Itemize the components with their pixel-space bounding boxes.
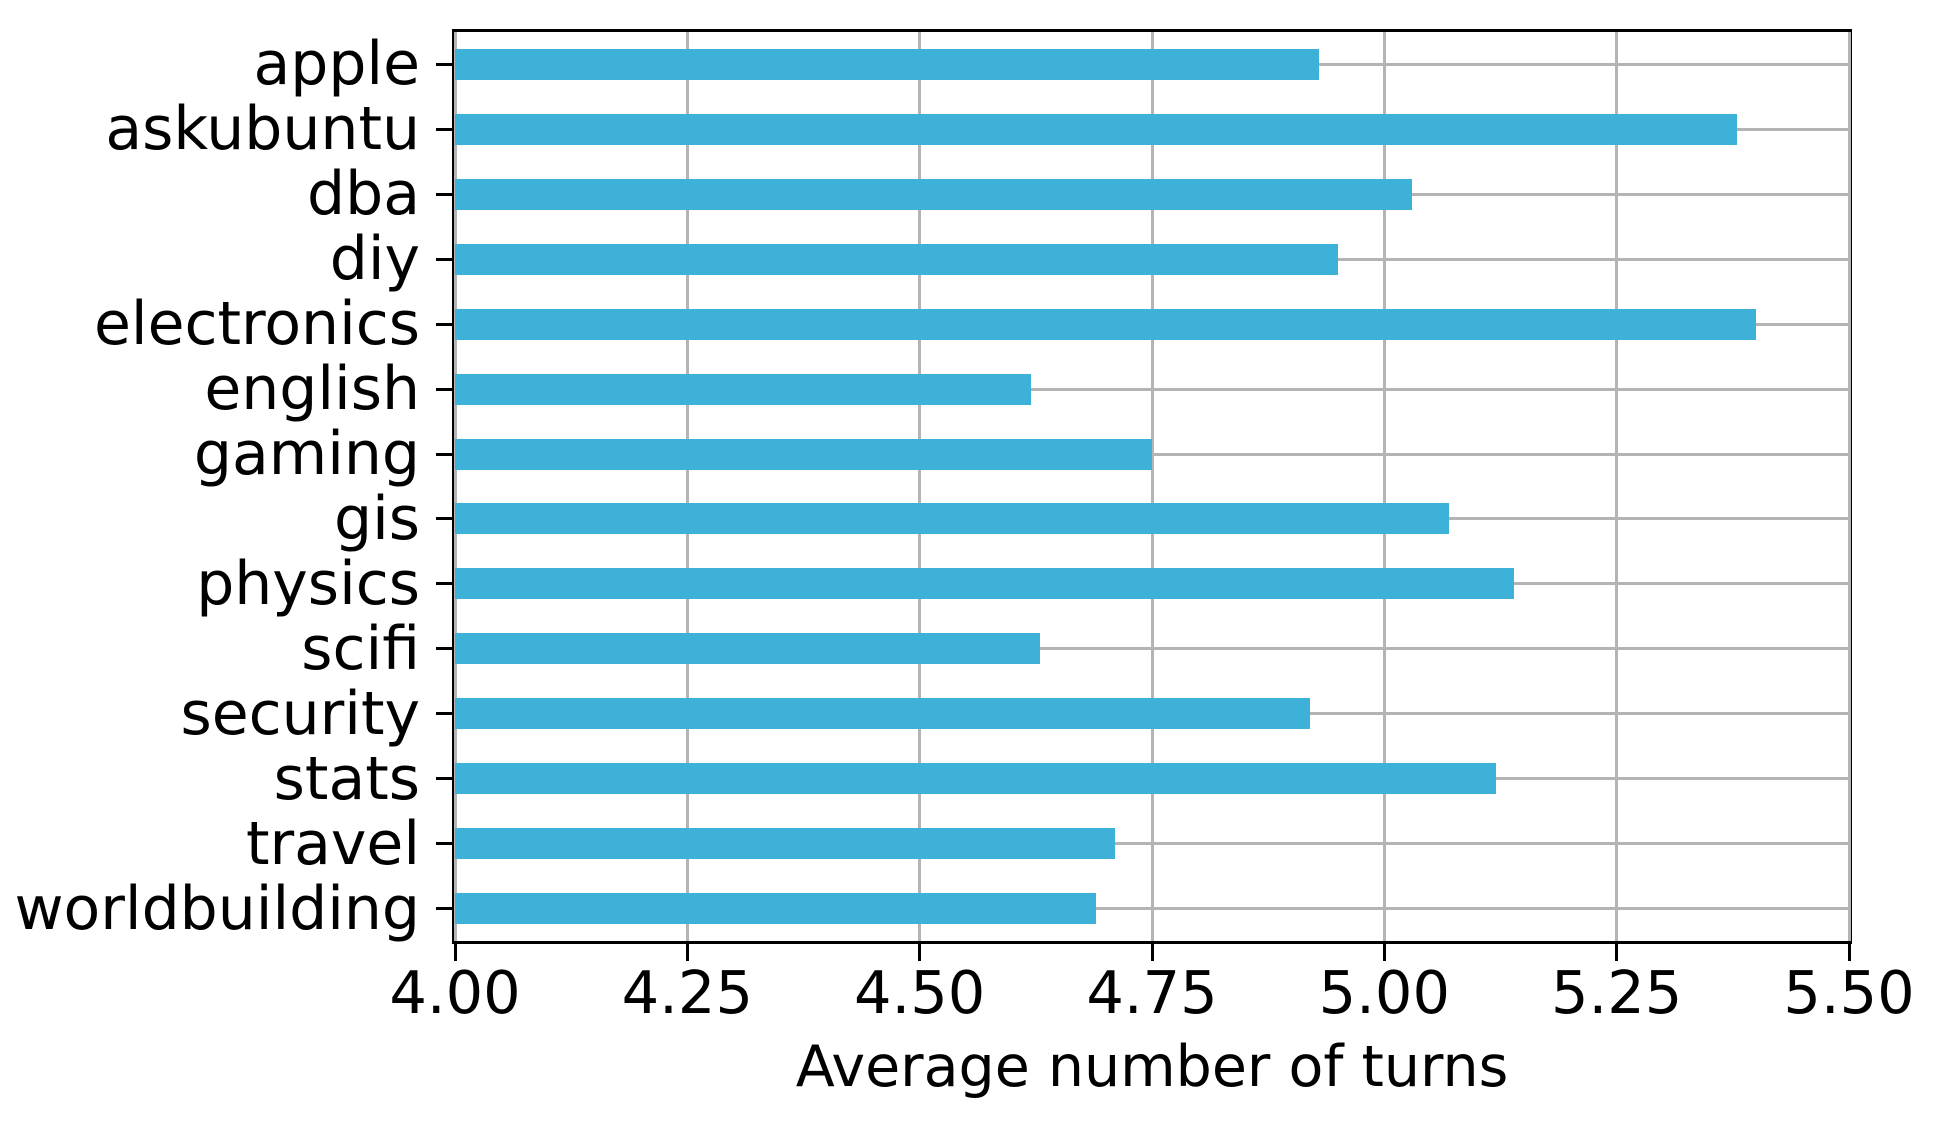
y-tick-label: stats [273,743,420,814]
y-tick-label: askubuntu [105,94,420,165]
y-tick-mark [436,387,452,391]
y-tick-mark [436,322,452,326]
y-tick-label: scifi [301,613,420,684]
bar-dba [455,178,1413,210]
bar-travel [455,828,1115,860]
bar-gis [455,503,1450,535]
y-tick-label: physics [196,548,420,619]
gridline-vertical [1150,32,1154,941]
y-tick-mark [436,517,452,521]
x-tick-mark [1847,944,1851,961]
gridline-horizontal [455,907,1849,911]
gridline-vertical [1615,32,1619,941]
y-tick-mark [436,62,452,66]
x-tick-mark [1150,944,1154,961]
x-tick-mark [918,944,922,961]
y-tick-label: security [180,678,420,749]
gridline-horizontal [455,842,1849,846]
x-tick-mark [1615,944,1619,961]
x-tick-label: 4.50 [853,958,986,1027]
y-tick-label: electronics [93,289,420,360]
bar-apple [455,48,1320,80]
bar-diy [455,243,1338,275]
y-tick-mark [436,907,452,911]
gridline-vertical [918,32,922,941]
y-tick-mark [436,582,452,586]
y-tick-label: travel [245,808,420,879]
gridline-vertical [1847,32,1851,941]
bar-physics [455,568,1515,600]
gridline-horizontal [455,387,1849,391]
y-tick-mark [436,712,452,716]
x-tick-mark [453,944,457,961]
bar-stats [455,763,1496,795]
y-tick-label: worldbuilding [14,873,420,944]
y-tick-label: dba [307,159,420,230]
y-tick-mark [436,192,452,196]
bar-askubuntu [455,113,1738,145]
gridline-horizontal [455,452,1849,456]
bar-scifi [455,633,1041,665]
y-tick-label: apple [253,29,420,100]
x-tick-label: 5.50 [1783,958,1915,1027]
plot-area [452,29,1852,944]
bar-worldbuilding [455,893,1097,925]
y-tick-mark [436,777,452,781]
x-tick-mark [685,944,689,961]
y-tick-mark [436,452,452,456]
y-tick-label: diy [329,224,420,295]
y-tick-mark [436,257,452,261]
y-tick-label: english [204,354,420,425]
x-tick-label: 5.25 [1550,958,1683,1027]
x-tick-label: 5.00 [1318,958,1451,1027]
bar-gaming [455,438,1152,470]
y-tick-mark [436,647,452,651]
x-tick-label: 4.25 [621,958,754,1027]
y-tick-mark [436,842,452,846]
x-tick-mark [1382,944,1386,961]
x-tick-label: 4.00 [389,958,521,1027]
bar-english [455,373,1032,405]
y-tick-label: gis [333,483,420,554]
gridline-vertical [453,32,457,941]
bar-electronics [455,308,1757,340]
y-tick-label: gaming [193,419,420,490]
x-axis-title: Average number of turns [795,1034,1509,1100]
gridline-vertical [1382,32,1386,941]
bar-security [455,698,1310,730]
y-tick-mark [436,127,452,131]
gridline-vertical [685,32,689,941]
gridline-horizontal [455,647,1849,651]
x-tick-label: 4.75 [1086,958,1218,1027]
